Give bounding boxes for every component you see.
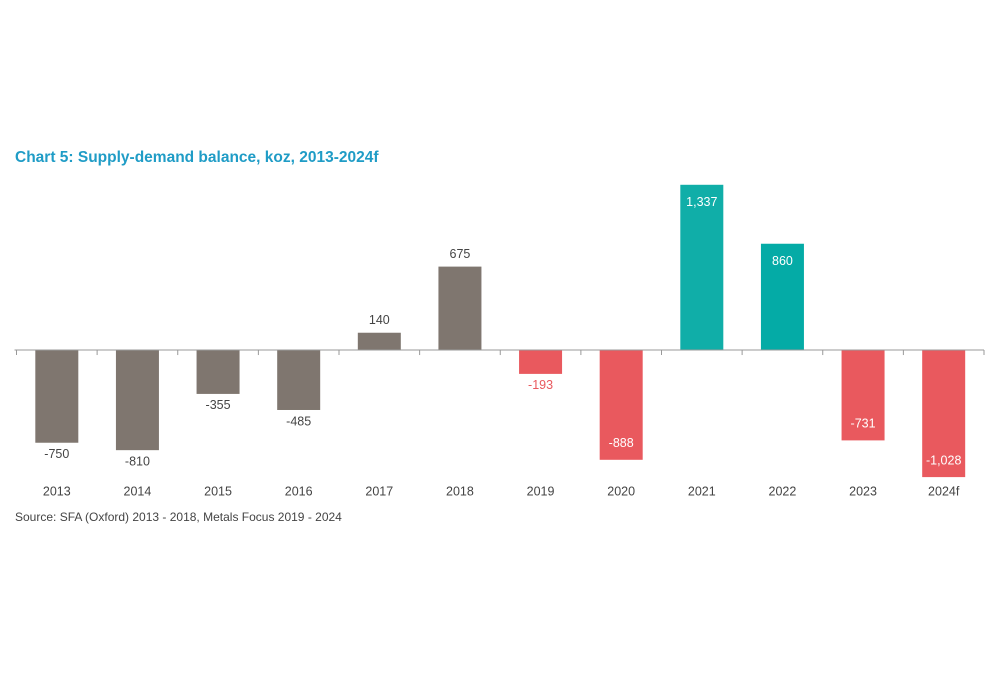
x-tick-label: 2015 — [204, 484, 232, 498]
value-label: 860 — [772, 254, 793, 268]
value-label: -810 — [125, 454, 150, 468]
value-label: 140 — [369, 313, 390, 327]
chart-title: Chart 5: Supply-demand balance, koz, 201… — [15, 149, 379, 166]
value-label: 675 — [450, 247, 471, 261]
value-label: -355 — [206, 398, 231, 412]
x-tick-label: 2017 — [365, 484, 393, 498]
bar — [922, 350, 966, 478]
x-tick-label: 2016 — [285, 484, 313, 498]
bar — [438, 266, 482, 351]
x-tick-label: 2024f — [928, 484, 960, 498]
bar — [760, 243, 804, 351]
value-label: -1,028 — [926, 453, 961, 467]
source-note: Source: SFA (Oxford) 2013 - 2018, Metals… — [15, 510, 342, 524]
bar — [841, 350, 885, 441]
value-label: 1,337 — [686, 195, 717, 209]
bar — [519, 350, 563, 374]
x-tick-label: 2022 — [769, 484, 797, 498]
value-label: -193 — [528, 378, 553, 392]
x-tick-label: 2023 — [849, 484, 877, 498]
x-tick-label: 2019 — [527, 484, 555, 498]
x-tick-label: 2018 — [446, 484, 474, 498]
bar — [196, 350, 240, 394]
bar — [680, 184, 724, 351]
x-tick-label: 2014 — [124, 484, 152, 498]
bar — [35, 350, 79, 443]
x-tick-label: 2020 — [607, 484, 635, 498]
bar — [115, 350, 159, 451]
bar — [277, 350, 321, 410]
bar — [357, 332, 401, 351]
value-label: -485 — [286, 414, 311, 428]
value-label: -731 — [851, 417, 876, 431]
value-label: -888 — [609, 436, 634, 450]
x-tick-label: 2021 — [688, 484, 716, 498]
bar — [599, 350, 643, 460]
x-tick-label: 2013 — [43, 484, 71, 498]
value-label: -750 — [44, 447, 69, 461]
